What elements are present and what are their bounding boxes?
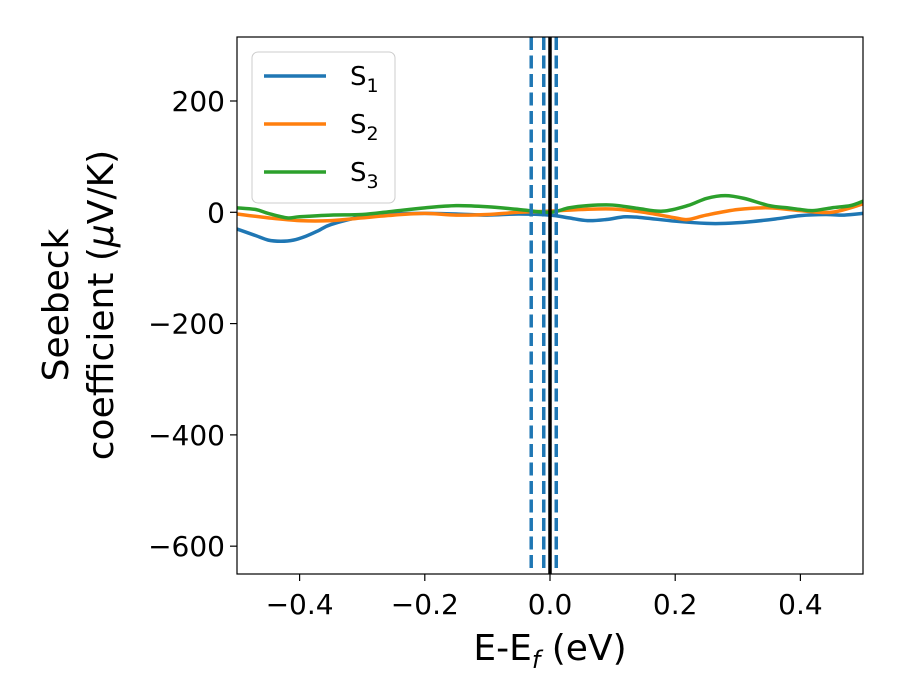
y-axis-ticks: 200 0 −200 −400 −600 — [148, 85, 237, 563]
legend: S1 S2 S3 — [251, 51, 396, 204]
y-axis-title-line1: Seebeck — [36, 228, 77, 381]
legend-label-3: S3 — [350, 158, 379, 193]
x-axis-ticks: −0.4 −0.2 0.0 0.2 0.4 — [266, 574, 823, 621]
y-tick-label: 0 — [207, 196, 225, 229]
x-tick-label: 0.0 — [528, 588, 573, 621]
x-tick-label: 0.2 — [653, 588, 698, 621]
series-line-3 — [237, 193, 863, 220]
vline-layer — [529, 37, 559, 574]
y-tick-label: −600 — [148, 530, 225, 563]
x-axis-title: E-Ef (eV) — [473, 628, 626, 674]
x-tick-label: −0.4 — [266, 588, 334, 621]
legend-entries: S1 S2 S3 — [264, 62, 379, 193]
legend-label-1: S1 — [350, 62, 379, 97]
y-tick-label: −200 — [148, 308, 225, 341]
y-axis-title: Seebeck coefficient (μV/K) — [36, 150, 122, 460]
legend-label-2: S2 — [350, 110, 379, 145]
y-tick-label: −400 — [148, 419, 225, 452]
x-tick-label: 0.4 — [778, 588, 823, 621]
x-tick-label: −0.2 — [391, 588, 459, 621]
y-axis-title-line2: coefficient (μV/K) — [81, 150, 122, 460]
y-tick-label: 200 — [172, 85, 225, 118]
legend-box — [251, 51, 396, 204]
